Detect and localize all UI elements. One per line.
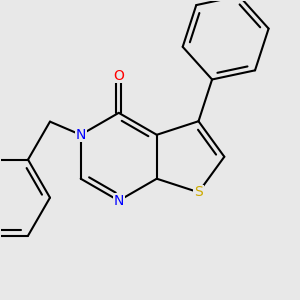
Text: N: N (76, 128, 86, 142)
Text: N: N (113, 194, 124, 208)
Text: O: O (113, 68, 124, 83)
Text: S: S (194, 185, 203, 199)
